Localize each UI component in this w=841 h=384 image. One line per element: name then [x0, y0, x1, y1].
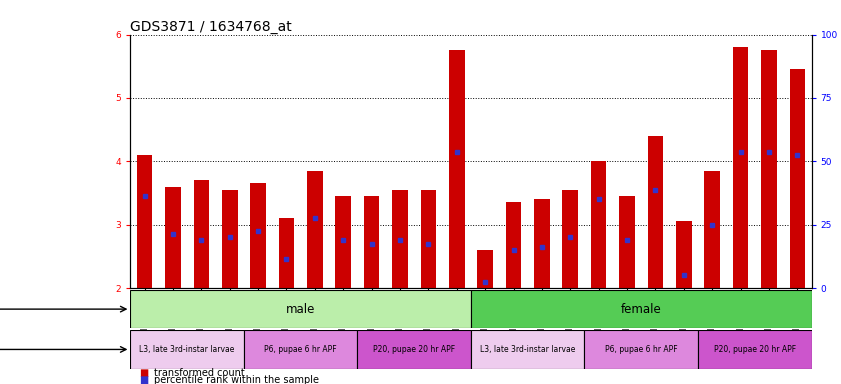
- Bar: [130, 290, 471, 328]
- Bar: [534, 199, 550, 288]
- Bar: [193, 180, 209, 288]
- Bar: [357, 330, 471, 369]
- Bar: [591, 161, 606, 288]
- Bar: [392, 190, 408, 288]
- Bar: [130, 330, 244, 369]
- Bar: [471, 330, 584, 369]
- Bar: [676, 222, 691, 288]
- Bar: [420, 190, 436, 288]
- Bar: [619, 196, 635, 288]
- Bar: [336, 196, 351, 288]
- Text: ■: ■: [139, 375, 148, 384]
- Bar: [251, 184, 266, 288]
- Text: L3, late 3rd-instar larvae: L3, late 3rd-instar larvae: [140, 345, 235, 354]
- Bar: [478, 250, 493, 288]
- Bar: [307, 171, 323, 288]
- Bar: [505, 202, 521, 288]
- Bar: [165, 187, 181, 288]
- Text: P6, pupae 6 hr APF: P6, pupae 6 hr APF: [605, 345, 678, 354]
- Bar: [449, 50, 464, 288]
- Bar: [705, 171, 720, 288]
- Text: ■: ■: [139, 368, 148, 378]
- Bar: [137, 155, 152, 288]
- Text: female: female: [621, 303, 662, 316]
- Bar: [244, 330, 357, 369]
- Text: male: male: [286, 303, 315, 316]
- Bar: [790, 70, 805, 288]
- Bar: [471, 290, 812, 328]
- Bar: [278, 218, 294, 288]
- Text: P20, pupae 20 hr APF: P20, pupae 20 hr APF: [373, 345, 455, 354]
- Text: P20, pupae 20 hr APF: P20, pupae 20 hr APF: [714, 345, 796, 354]
- Text: transformed count: transformed count: [154, 368, 245, 378]
- Text: L3, late 3rd-instar larvae: L3, late 3rd-instar larvae: [480, 345, 575, 354]
- Text: GDS3871 / 1634768_at: GDS3871 / 1634768_at: [130, 20, 292, 33]
- Bar: [761, 50, 777, 288]
- Bar: [648, 136, 664, 288]
- Bar: [698, 330, 812, 369]
- Text: P6, pupae 6 hr APF: P6, pupae 6 hr APF: [264, 345, 337, 354]
- Bar: [364, 196, 379, 288]
- Bar: [222, 190, 237, 288]
- Text: percentile rank within the sample: percentile rank within the sample: [154, 375, 319, 384]
- Bar: [584, 330, 698, 369]
- Bar: [563, 190, 578, 288]
- Bar: [733, 47, 748, 288]
